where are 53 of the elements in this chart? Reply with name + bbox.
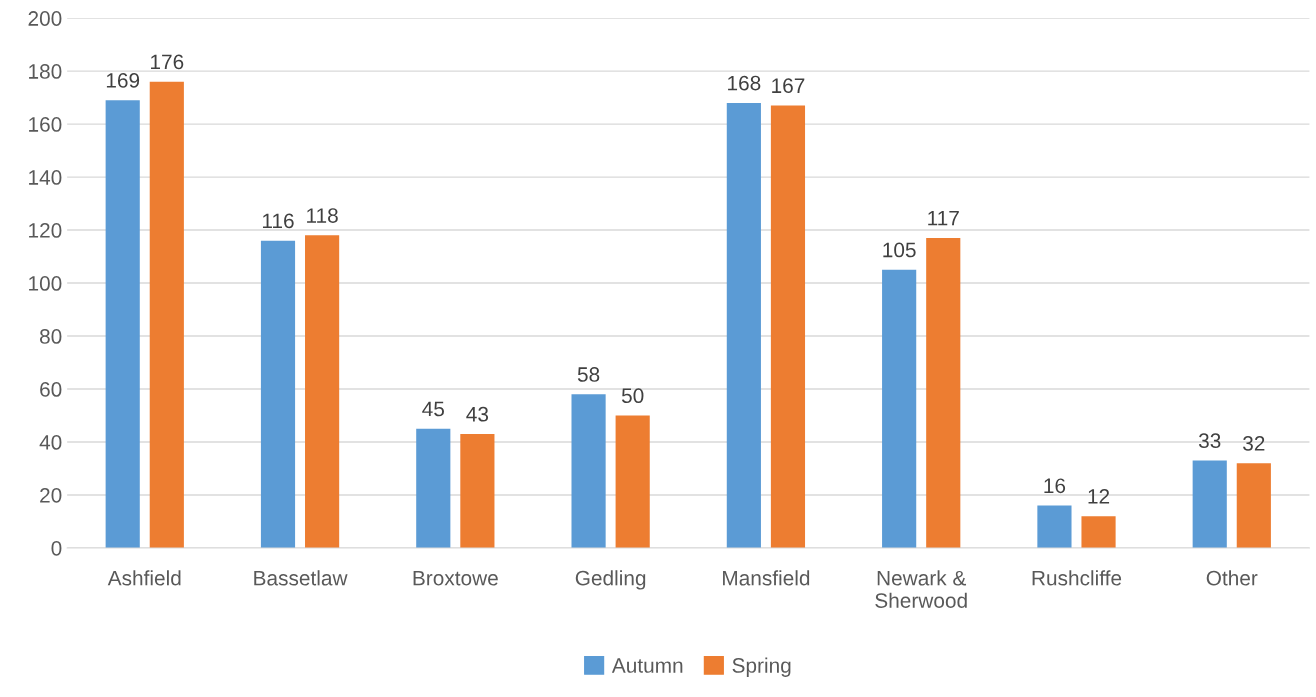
x-tick-label: Broxtowe — [413, 570, 498, 586]
y-tick-label: 80 — [39, 329, 62, 344]
y-tick-label: 180 — [29, 64, 62, 79]
legend-label: Autumn — [611, 658, 683, 673]
data-label: 168 — [728, 75, 761, 91]
bar — [1192, 460, 1227, 548]
bar — [1037, 505, 1072, 548]
bar — [149, 81, 184, 548]
y-tick-label: 200 — [28, 11, 62, 26]
bar — [416, 428, 451, 548]
bar — [260, 240, 296, 548]
y-tick-label: 120 — [29, 223, 62, 238]
bar — [305, 235, 340, 548]
bar — [105, 100, 140, 548]
y-tick-label: 40 — [39, 435, 62, 450]
bar — [1236, 463, 1271, 548]
data-label: 50 — [621, 388, 644, 404]
bar — [926, 238, 961, 548]
x-tick-label: Bassetlaw — [254, 570, 348, 586]
data-label: 169 — [106, 73, 140, 88]
x-tick-label: Rushcliffe — [1032, 570, 1122, 586]
data-label: 32 — [1243, 436, 1265, 451]
bar — [770, 105, 806, 548]
data-label: 105 — [883, 242, 916, 258]
x-tick-label: Mansfield — [723, 570, 810, 586]
y-tick-label: 100 — [29, 276, 62, 291]
data-label: 12 — [1088, 488, 1110, 504]
bar — [615, 415, 650, 548]
bar — [882, 269, 917, 548]
data-label: 33 — [1198, 433, 1221, 449]
bar — [460, 434, 495, 548]
data-label: 16 — [1044, 478, 1066, 494]
x-tick-label: Newark & Sherwood — [875, 570, 967, 608]
bar — [726, 102, 761, 548]
x-tick-label: Other — [1206, 570, 1258, 586]
legend-label: Spring — [732, 657, 791, 677]
bar — [571, 394, 606, 548]
y-tick-label: 20 — [40, 488, 62, 503]
x-tick-label: Gedling — [575, 570, 646, 590]
data-label: 167 — [772, 78, 805, 94]
data-label: 117 — [928, 211, 959, 226]
y-tick-label: 140 — [29, 170, 62, 185]
data-label: 116 — [262, 213, 294, 229]
data-label: 45 — [422, 401, 444, 417]
y-tick-label: 160 — [29, 117, 62, 132]
bar — [1081, 516, 1116, 548]
data-label: 118 — [307, 208, 338, 223]
y-tick-label: 60 — [40, 382, 62, 397]
x-tick-label: Ashfield — [107, 570, 181, 586]
data-label: 43 — [466, 406, 489, 422]
data-label: 58 — [577, 367, 600, 382]
data-label: 176 — [151, 54, 184, 70]
y-tick-label: 0 — [51, 540, 62, 556]
